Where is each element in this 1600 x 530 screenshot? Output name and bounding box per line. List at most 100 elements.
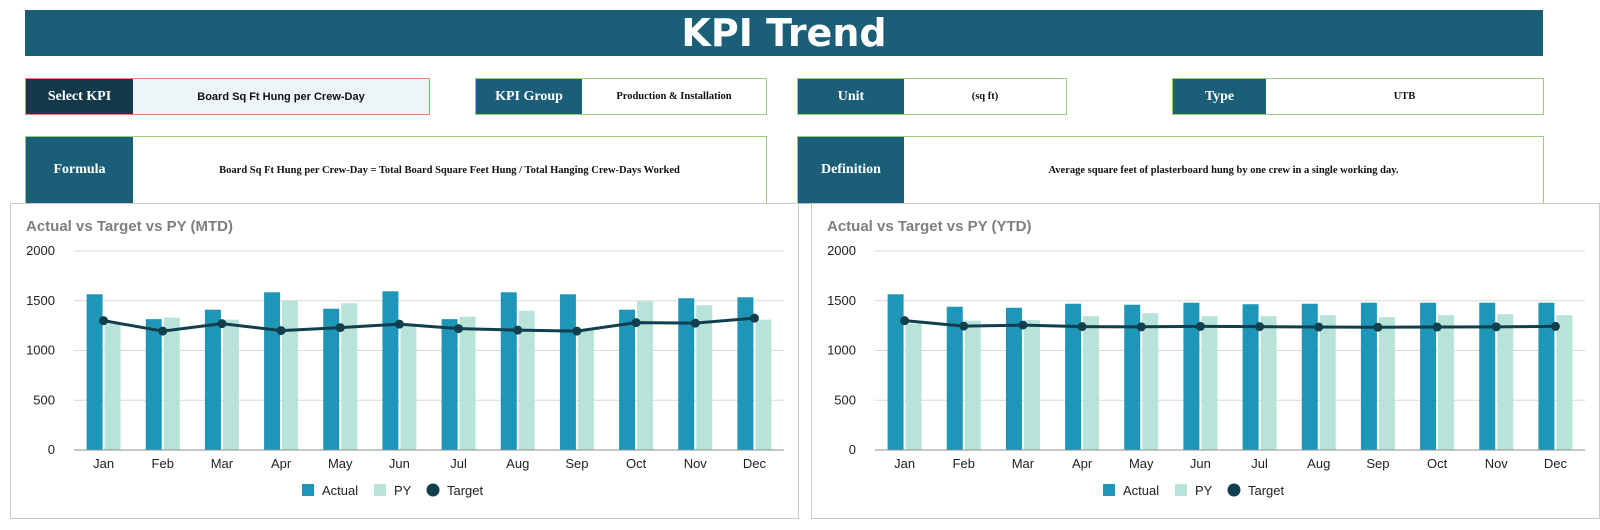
y-tick-label: 500 xyxy=(834,392,856,407)
bar-py-apr xyxy=(1083,316,1100,450)
line-target xyxy=(904,319,1556,329)
bar-actual-jun xyxy=(1183,302,1200,450)
bar-actual-apr xyxy=(264,292,281,450)
bar-actual-apr xyxy=(1065,303,1082,450)
point-target-jul xyxy=(454,324,464,334)
x-tick-label: Sep xyxy=(1366,456,1389,471)
definition-field: Definition Average square feet of plaste… xyxy=(797,136,1544,204)
bar-actual-oct xyxy=(619,309,636,450)
point-target-jan xyxy=(99,316,109,326)
legend-label-target: Target xyxy=(1248,483,1285,498)
x-tick-label: Oct xyxy=(1427,456,1448,471)
definition-value: Average square feet of plasterboard hung… xyxy=(1048,164,1399,176)
point-target-feb xyxy=(158,326,168,336)
x-tick-label: Dec xyxy=(743,456,767,471)
bar-actual-may xyxy=(1124,304,1141,450)
bar-actual-nov xyxy=(678,298,695,450)
bar-actual-jul xyxy=(1242,304,1259,450)
x-tick-label: Jul xyxy=(1251,456,1268,471)
point-target-may xyxy=(335,323,345,333)
definition-label: Definition xyxy=(798,137,904,203)
chart-title: Actual vs Target vs PY (YTD) xyxy=(827,218,1032,235)
point-target-apr xyxy=(1077,322,1087,332)
point-target-may xyxy=(1136,322,1146,332)
kpi-group-value: Production & Installation xyxy=(616,91,732,102)
bar-py-mar xyxy=(1023,320,1040,450)
bar-py-mar xyxy=(222,319,239,450)
bar-py-jul xyxy=(1260,316,1277,450)
type-field: Type UTB xyxy=(1172,78,1544,115)
mtd-chart: Actual vs Target vs PY (MTD) 0 500 1000 1500… xyxy=(26,218,784,498)
x-tick-label: Jun xyxy=(389,456,410,471)
legend-label-actual: Actual xyxy=(322,483,358,498)
legend-label-py: PY xyxy=(1195,483,1213,498)
bar-actual-aug xyxy=(1301,303,1318,450)
ytd-chart-panel: Actual vs Target vs PY (YTD) 0 500 1000 1500… xyxy=(811,203,1600,519)
bar-py-apr xyxy=(282,300,299,450)
x-tick-label: May xyxy=(1129,456,1154,471)
legend-label-target: Target xyxy=(447,483,484,498)
select-kpi-label: Select KPI xyxy=(26,79,133,114)
bar-actual-jul xyxy=(441,319,458,450)
legend-swatch-actual xyxy=(1103,484,1115,496)
page-title: KPI Trend xyxy=(25,10,1543,56)
bar-actual-feb xyxy=(946,306,963,450)
x-tick-label: Feb xyxy=(152,456,174,471)
bar-py-dec xyxy=(755,319,772,450)
y-tick-label: 0 xyxy=(849,442,856,457)
legend-label-py: PY xyxy=(394,483,412,498)
point-target-mar xyxy=(217,319,227,329)
bar-py-oct xyxy=(1438,315,1455,450)
x-tick-label: Apr xyxy=(1072,456,1093,471)
point-target-jun xyxy=(394,319,404,329)
formula-field: Formula Board Sq Ft Hung per Crew-Day = … xyxy=(25,136,767,204)
bar-actual-feb xyxy=(145,319,162,450)
bar-py-dec xyxy=(1556,315,1573,450)
bar-py-aug xyxy=(518,310,535,450)
point-target-mar xyxy=(1018,320,1028,330)
y-tick-label: 2000 xyxy=(26,243,55,258)
legend-swatch-py xyxy=(1175,484,1187,496)
x-tick-label: Jan xyxy=(894,456,915,471)
x-tick-label: Dec xyxy=(1544,456,1568,471)
unit-label: Unit xyxy=(798,79,904,114)
point-target-feb xyxy=(959,321,969,331)
x-tick-label: Aug xyxy=(506,456,529,471)
y-tick-label: 0 xyxy=(48,442,55,457)
bar-actual-jan xyxy=(86,294,103,450)
x-tick-label: Feb xyxy=(953,456,975,471)
bar-py-jun xyxy=(1201,316,1218,450)
bar-actual-dec xyxy=(1538,302,1555,450)
bar-py-feb xyxy=(964,320,981,450)
ytd-chart: Actual vs Target vs PY (YTD) 0 500 1000 1500… xyxy=(827,218,1585,498)
bar-actual-mar xyxy=(1005,307,1022,450)
point-target-aug xyxy=(1314,322,1324,332)
bar-py-sep xyxy=(577,330,594,450)
line-target xyxy=(103,316,755,333)
type-label: Type xyxy=(1173,79,1266,114)
y-tick-label: 500 xyxy=(33,392,55,407)
point-target-oct xyxy=(1432,322,1442,332)
x-tick-label: Jul xyxy=(450,456,467,471)
y-tick-label: 1000 xyxy=(26,343,55,358)
legend-swatch-target xyxy=(1227,483,1241,497)
x-tick-label: Apr xyxy=(271,456,292,471)
x-tick-label: Nov xyxy=(684,456,708,471)
bar-actual-sep xyxy=(559,294,576,450)
y-tick-label: 1500 xyxy=(26,293,55,308)
point-target-dec xyxy=(749,313,759,323)
kpi-group-label: KPI Group xyxy=(476,79,582,114)
point-target-apr xyxy=(276,326,286,336)
formula-value: Board Sq Ft Hung per Crew-Day = Total Bo… xyxy=(219,164,680,176)
bar-py-jun xyxy=(400,323,417,450)
chart-title: Actual vs Target vs PY (MTD) xyxy=(26,218,233,235)
x-tick-label: May xyxy=(328,456,353,471)
bar-py-feb xyxy=(163,317,180,450)
x-tick-label: Mar xyxy=(211,456,234,471)
point-target-dec xyxy=(1550,321,1560,331)
bar-py-oct xyxy=(637,301,654,450)
select-kpi-field[interactable]: Select KPI Board Sq Ft Hung per Crew-Day xyxy=(25,78,430,115)
x-tick-label: Nov xyxy=(1485,456,1509,471)
legend-swatch-actual xyxy=(302,484,314,496)
select-kpi-dropdown[interactable]: Board Sq Ft Hung per Crew-Day xyxy=(133,79,429,114)
